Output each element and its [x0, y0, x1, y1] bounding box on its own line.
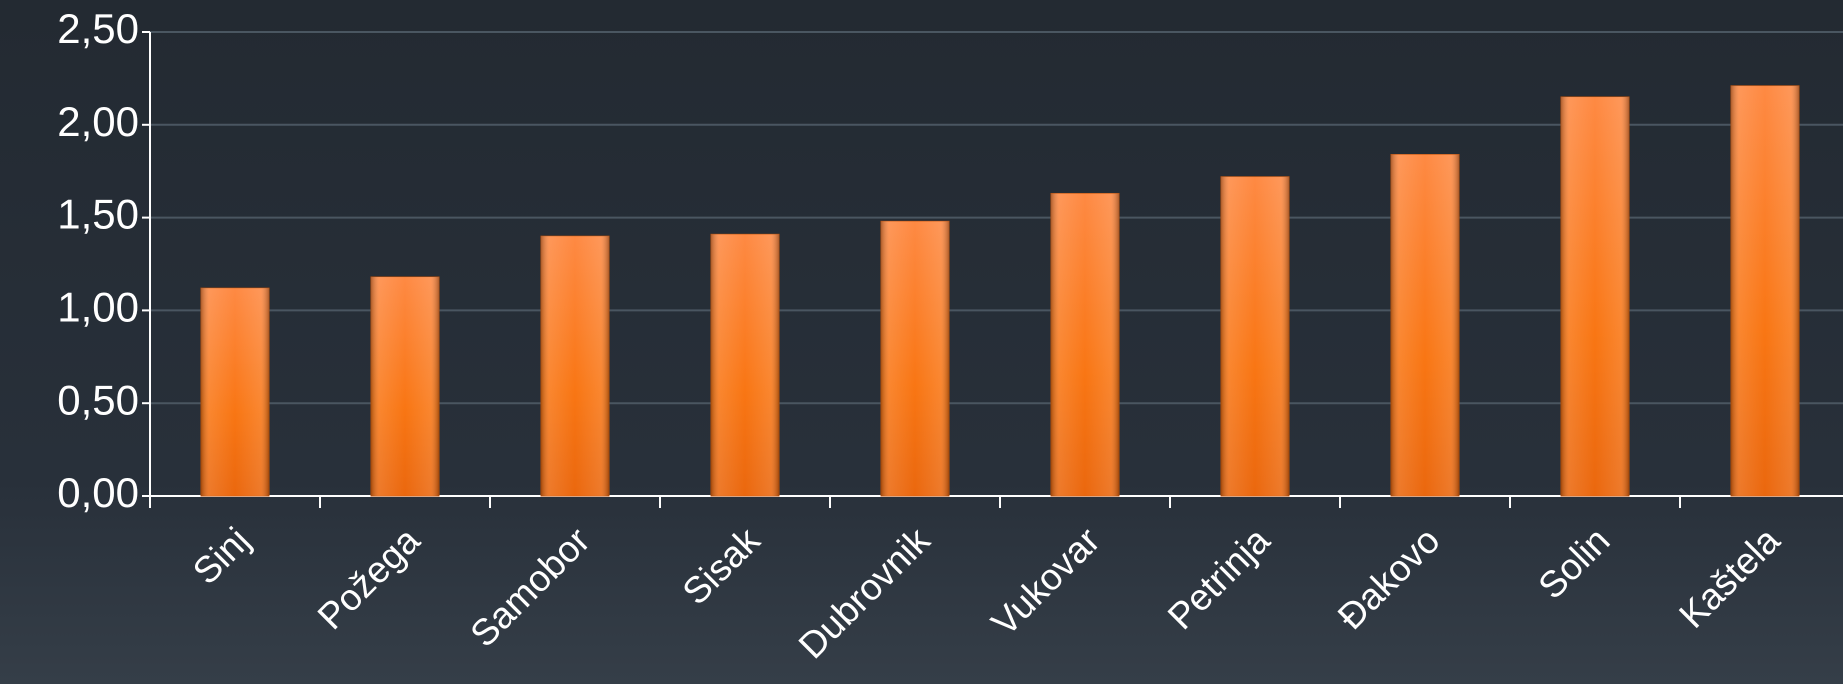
bar-shade-h	[1221, 176, 1289, 496]
bar-shade-h	[201, 288, 269, 496]
bar-shade-h	[711, 234, 779, 496]
y-tick-label: 2,00	[57, 98, 139, 145]
bar-shade-h	[1391, 154, 1459, 496]
bar-shade-h	[1731, 85, 1799, 496]
y-tick-label: 1,50	[57, 191, 139, 238]
y-tick-label: 0,50	[57, 376, 139, 423]
y-tick-label: 2,50	[57, 5, 139, 52]
bar-shade-h	[1051, 193, 1119, 497]
y-tick-label: 0,00	[57, 469, 139, 516]
bar-shade-h	[541, 236, 609, 496]
y-tick-label: 1,00	[57, 283, 139, 330]
bar-shade-h	[371, 276, 439, 496]
bar-shade-h	[1561, 96, 1629, 497]
bar-shade-h	[881, 221, 949, 496]
